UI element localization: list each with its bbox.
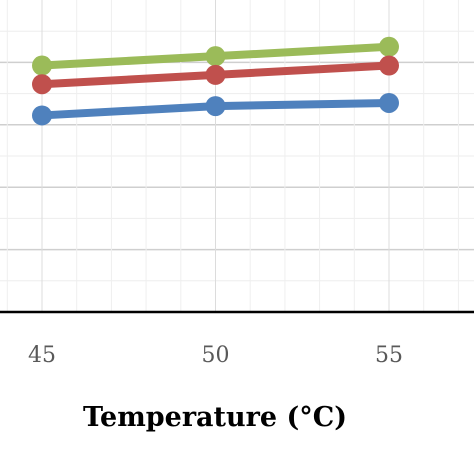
series-group xyxy=(32,36,399,126)
x-axis-title: Temperature (°C) xyxy=(83,402,347,433)
data-point-series-3 xyxy=(379,92,399,113)
x-tick-label: 45 xyxy=(28,343,56,368)
data-point-series-2 xyxy=(205,64,226,85)
grid-lines xyxy=(0,0,474,312)
x-tick-label: 50 xyxy=(202,343,230,368)
data-point-series-1 xyxy=(32,55,52,76)
data-point-series-2 xyxy=(379,55,399,76)
data-point-series-3 xyxy=(32,105,52,126)
x-tick-label: 55 xyxy=(375,343,403,368)
x-tick-labels: 45 50 55 xyxy=(28,343,403,368)
data-point-series-2 xyxy=(32,74,52,95)
data-point-series-1 xyxy=(379,36,399,57)
data-point-series-1 xyxy=(205,46,226,67)
data-point-series-3 xyxy=(205,96,226,117)
